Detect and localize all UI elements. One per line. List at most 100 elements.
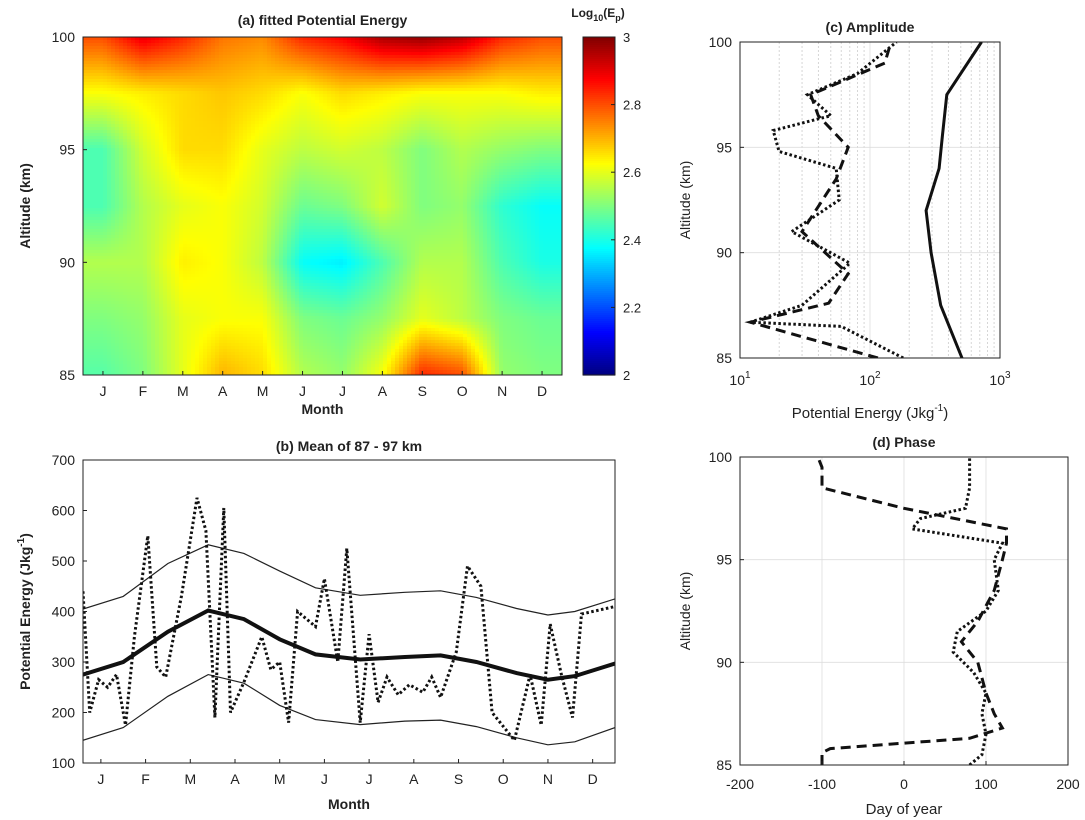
- heatmap-cell: [147, 46, 152, 50]
- heatmap-cell: [359, 79, 364, 83]
- heatmap-cell: [479, 55, 484, 59]
- heatmap-cell: [519, 40, 524, 44]
- heatmap-cell: [247, 67, 252, 71]
- heatmap-cell: [503, 82, 508, 86]
- heatmap-cell: [491, 37, 496, 41]
- heatmap-cell: [511, 58, 516, 62]
- heatmap-cell: [83, 55, 88, 59]
- heatmap-cell: [295, 64, 300, 68]
- heatmap-cell: [359, 43, 364, 47]
- heatmap-cell: [307, 58, 312, 62]
- heatmap-cell: [507, 79, 512, 83]
- heatmap-cell: [355, 73, 360, 77]
- heatmap-cell: [119, 43, 124, 47]
- heatmap-cell: [243, 37, 248, 41]
- heatmap-cell: [203, 40, 208, 44]
- heatmap-cell: [179, 76, 184, 80]
- heatmap-cell: [363, 76, 368, 80]
- heatmap-cell: [483, 49, 488, 53]
- heatmap-cell: [431, 52, 436, 56]
- heatmap-cell: [459, 52, 464, 56]
- heatmap-cell: [459, 43, 464, 47]
- heatmap-cell: [387, 73, 392, 77]
- heatmap-cell: [419, 85, 424, 89]
- heatmap-cell: [315, 46, 320, 50]
- heatmap-cell: [191, 40, 196, 44]
- heatmap-cell: [299, 67, 304, 71]
- heatmap-cell: [371, 52, 376, 56]
- heatmap-cell: [407, 37, 412, 41]
- heatmap-cell: [259, 40, 264, 44]
- heatmap-cell: [219, 40, 224, 44]
- heatmap-cell: [475, 55, 480, 59]
- heatmap-cell: [351, 73, 356, 77]
- heatmap-cell: [235, 40, 240, 44]
- heatmap-cell: [371, 70, 376, 74]
- heatmap-cell: [343, 61, 348, 65]
- heatmap-cell: [211, 64, 216, 68]
- heatmap-cell: [247, 82, 252, 86]
- heatmap-cell: [535, 37, 540, 41]
- heatmap-cell: [459, 73, 464, 77]
- heatmap-cell: [295, 37, 300, 41]
- heatmap-cell: [171, 49, 176, 53]
- heatmap-cell: [327, 55, 332, 59]
- heatmap-cell: [139, 79, 144, 83]
- heatmap-cell: [327, 58, 332, 62]
- heatmap-cell: [331, 82, 336, 86]
- heatmap-cell: [355, 46, 360, 50]
- heatmap-cell: [251, 76, 256, 80]
- heatmap-cell: [279, 73, 284, 77]
- heatmap-cell: [411, 58, 416, 62]
- heatmap-cell: [419, 58, 424, 62]
- heatmap-cell: [179, 52, 184, 56]
- heatmap-cell: [319, 52, 324, 56]
- heatmap-cell: [171, 52, 176, 56]
- heatmap-cell: [527, 40, 532, 44]
- heatmap-cell: [107, 85, 112, 89]
- heatmap-cell: [167, 85, 172, 89]
- heatmap-cell: [379, 37, 384, 41]
- heatmap-cell: [383, 67, 388, 71]
- heatmap-cell: [463, 67, 468, 71]
- heatmap-cell: [427, 52, 432, 56]
- heatmap-cell: [511, 37, 516, 41]
- heatmap-cell: [271, 64, 276, 68]
- heatmap-cell: [335, 49, 340, 53]
- heatmap-cell: [255, 79, 260, 83]
- heatmap-cell: [323, 37, 328, 41]
- heatmap-cell: [291, 82, 296, 86]
- heatmap-cell: [235, 46, 240, 50]
- heatmap-cell: [131, 85, 136, 89]
- heatmap-cell: [111, 88, 116, 92]
- heatmap-cell: [471, 46, 476, 50]
- heatmap-cell: [499, 52, 504, 56]
- heatmap-cell: [315, 73, 320, 77]
- heatmap-cell: [175, 61, 180, 65]
- heatmap-cell: [131, 64, 136, 68]
- heatmap-cell: [327, 43, 332, 47]
- heatmap-cell: [103, 67, 108, 71]
- heatmap-cell: [475, 70, 480, 74]
- heatmap-cell: [275, 64, 280, 68]
- heatmap-cell: [119, 64, 124, 68]
- heatmap-cell: [219, 49, 224, 53]
- heatmap-cell: [119, 52, 124, 56]
- heatmap-cell: [343, 52, 348, 56]
- heatmap-cell: [427, 46, 432, 50]
- heatmap-cell: [371, 49, 376, 53]
- heatmap-cell: [171, 43, 176, 47]
- heatmap-cell: [115, 55, 120, 59]
- heatmap-cell: [263, 70, 268, 74]
- heatmap-cell: [419, 55, 424, 59]
- heatmap-cell: [475, 58, 480, 62]
- heatmap-cell: [83, 40, 88, 44]
- heatmap-cell: [103, 55, 108, 59]
- heatmap-cell: [235, 58, 240, 62]
- heatmap-cell: [447, 76, 452, 80]
- heatmap-cell: [315, 58, 320, 62]
- heatmap-cell: [207, 40, 212, 44]
- heatmap-cell: [239, 40, 244, 44]
- heatmap-cell: [207, 43, 212, 47]
- heatmap-cell: [243, 55, 248, 59]
